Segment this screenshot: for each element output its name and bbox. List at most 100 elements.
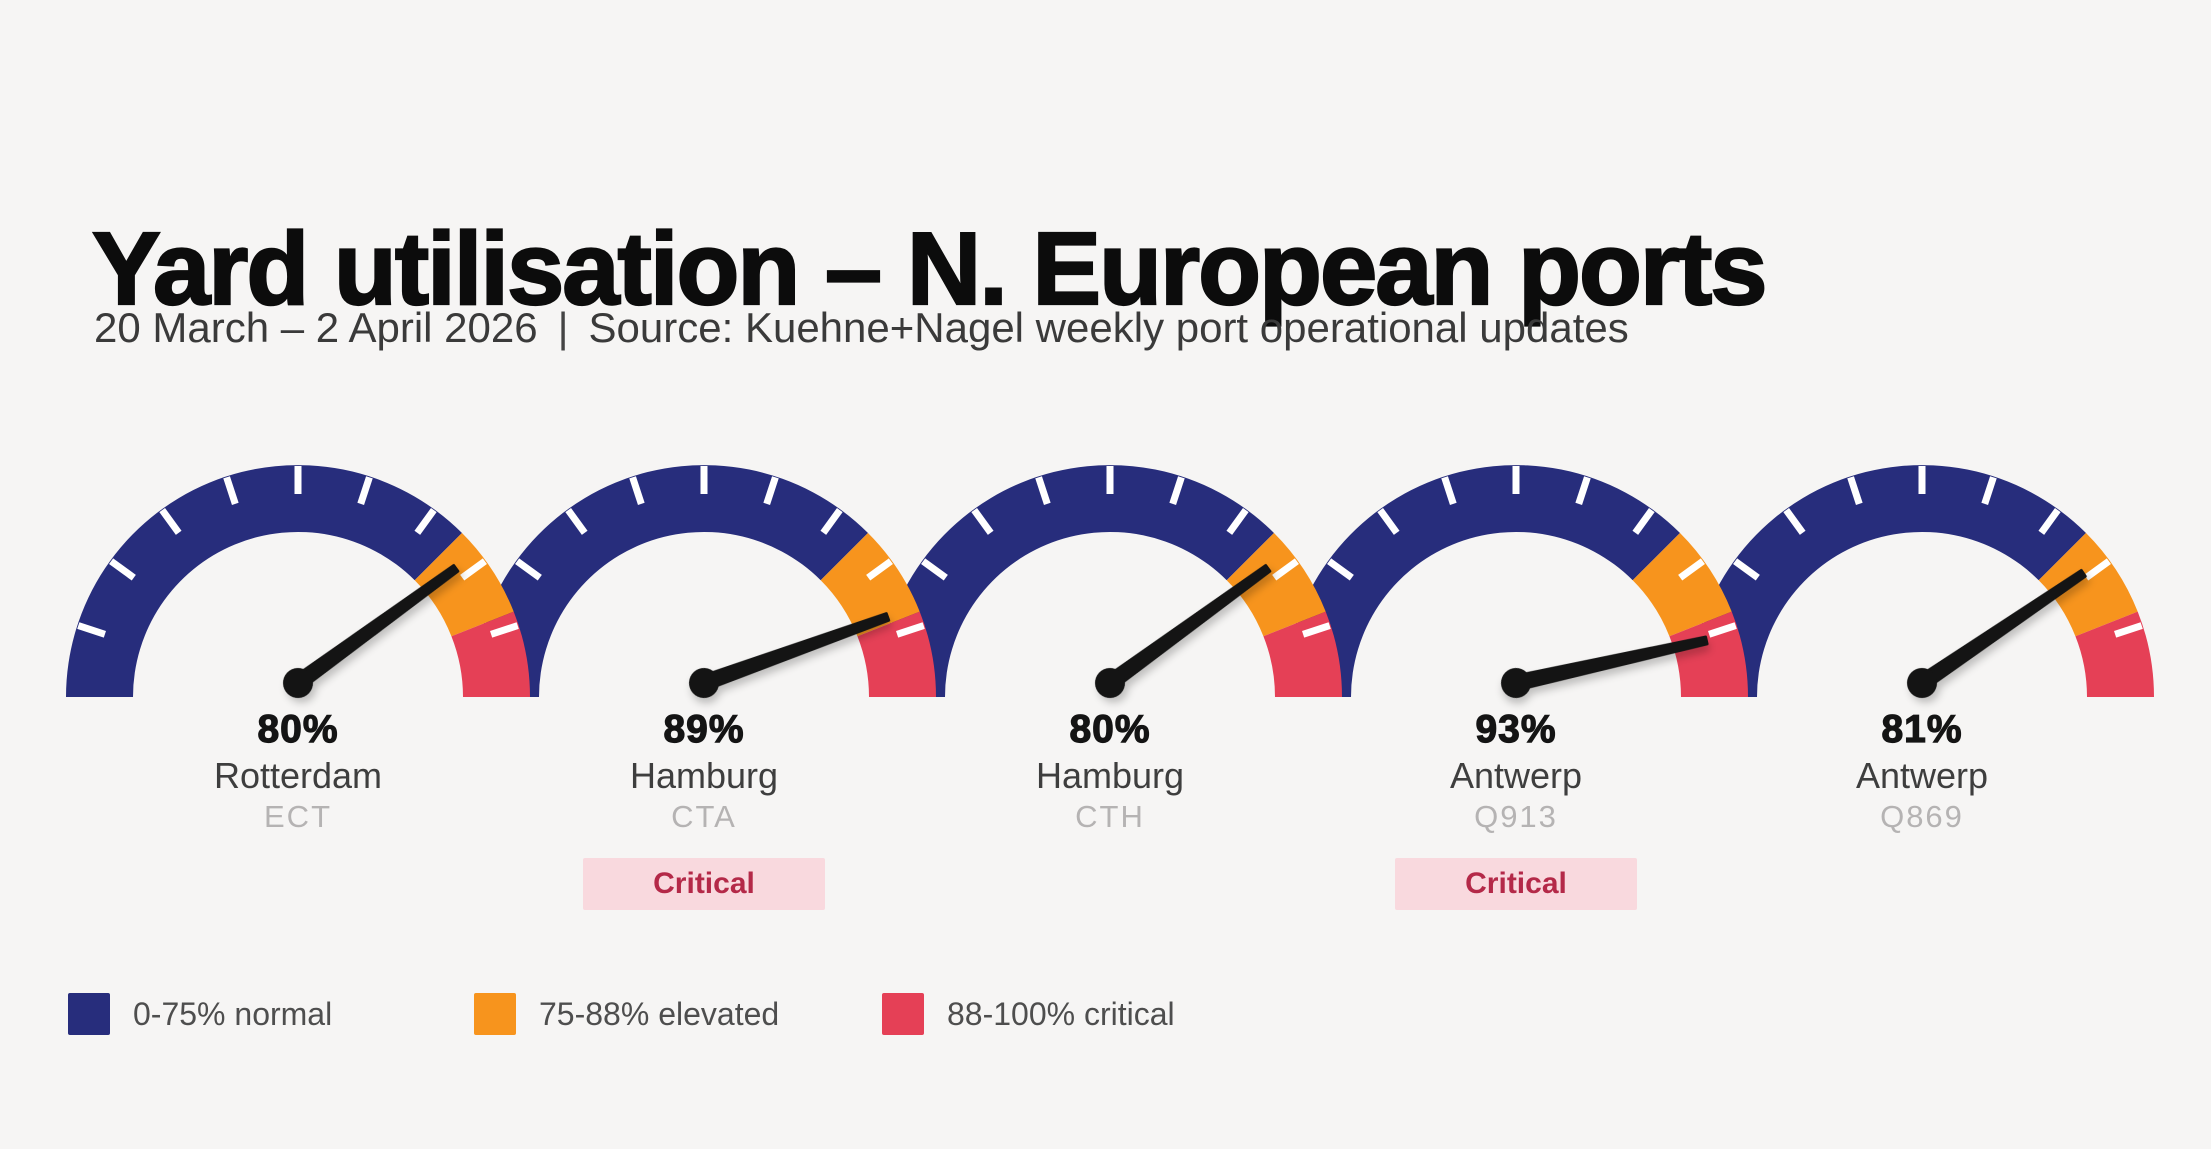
legend-swatch — [68, 993, 110, 1035]
gauge-value-label: 80% — [257, 707, 339, 751]
zone-arc-normal — [878, 465, 1274, 697]
legend-item: 75-88% elevated — [474, 993, 779, 1035]
tick-mark — [159, 508, 182, 535]
tick-mark — [2038, 508, 2061, 535]
zone-arc-critical — [857, 611, 936, 697]
zone-arc-elevated — [1632, 533, 1732, 637]
legend-label: 88-100% critical — [947, 996, 1175, 1032]
tick-mark — [1678, 558, 1705, 581]
tick-mark — [866, 558, 893, 581]
gauge-value-label: 80% — [1069, 707, 1151, 751]
legend-label: 75-88% elevated — [539, 996, 780, 1032]
tick-mark — [223, 476, 239, 505]
gauge-terminal-label: CTA — [671, 799, 737, 834]
zone-arc-critical — [1669, 611, 1748, 697]
zone-arc-normal — [1284, 465, 1680, 697]
gauge-dial — [1284, 465, 1748, 698]
tick-mark — [763, 476, 779, 505]
gauge-value-label: 89% — [663, 707, 745, 751]
gauge: 89% Hamburg CTA Critical — [472, 465, 936, 935]
zone-arc-elevated — [1226, 533, 1326, 637]
gauge: 81% Antwerp Q869 — [1690, 465, 2154, 935]
tick-mark — [1733, 558, 1760, 581]
tick-mark — [1632, 508, 1655, 535]
gauge: 80% Hamburg CTH — [878, 465, 1342, 935]
needle-pivot — [1095, 668, 1125, 698]
zone-arc-critical — [2075, 611, 2154, 697]
gauge-value-label: 81% — [1881, 707, 1963, 751]
tick-mark — [820, 508, 843, 535]
tick-mark — [490, 622, 519, 638]
gauge: 93% Antwerp Q913 Critical — [1284, 465, 1748, 935]
needle-pivot — [1501, 668, 1531, 698]
tick-mark — [1272, 558, 1299, 581]
tick-mark — [896, 622, 925, 638]
gauge-dial — [878, 465, 1342, 698]
gauge-dial — [1690, 465, 2154, 698]
zone-arc-normal — [1690, 465, 2086, 697]
gauge: 80% Rotterdam ECT — [66, 465, 530, 935]
gauge-dial — [66, 465, 530, 698]
legend-item: 0-75% normal — [68, 993, 332, 1035]
tick-mark — [629, 476, 645, 505]
tick-mark — [565, 508, 588, 535]
needle — [1916, 568, 2087, 691]
page-title: Yard utilisation – N. European ports — [91, 211, 1769, 326]
tick-mark — [2114, 622, 2143, 638]
tick-mark — [1783, 508, 1806, 535]
needle-group — [1907, 568, 2087, 698]
tick-mark — [515, 558, 542, 581]
tick-mark — [460, 558, 487, 581]
zone-arc-elevated — [414, 533, 514, 637]
legend-item: 88-100% critical — [882, 993, 1175, 1035]
subtitle-separator: | — [557, 304, 569, 351]
gauge-city-label: Hamburg — [1035, 755, 1185, 796]
tick-mark — [2084, 558, 2111, 581]
tick-mark — [109, 558, 136, 581]
needle-pivot — [689, 668, 719, 698]
legend-swatch — [882, 993, 924, 1035]
needle-group — [689, 612, 891, 698]
tick-mark — [921, 558, 948, 581]
tick-mark — [1981, 476, 1997, 505]
tick-mark — [1441, 476, 1457, 505]
tick-mark — [1302, 622, 1331, 638]
tick-mark — [1377, 508, 1400, 535]
needle-group — [1501, 635, 1709, 698]
legend-label: 0-75% normal — [133, 996, 333, 1032]
tick-mark — [357, 476, 373, 505]
tick-mark — [1847, 476, 1863, 505]
gauge-terminal-label: Q869 — [1880, 799, 1964, 834]
critical-badge: Critical — [583, 858, 825, 910]
zone-arc-elevated — [2038, 533, 2138, 637]
gauge-value-label: 93% — [1475, 707, 1557, 751]
gauge-terminal-label: CTH — [1075, 799, 1145, 834]
needle-group — [1095, 564, 1272, 698]
tick-mark — [1169, 476, 1185, 505]
gauge-city-label: Antwerp — [1855, 755, 1989, 796]
gauge-city-label: Rotterdam — [213, 755, 383, 796]
critical-badge: Critical — [1395, 858, 1637, 910]
legend-swatch — [474, 993, 516, 1035]
tick-mark — [971, 508, 994, 535]
tick-mark — [414, 508, 437, 535]
gauge-city-label: Antwerp — [1449, 755, 1583, 796]
needle — [700, 612, 891, 692]
zone-arc-normal — [472, 465, 868, 697]
tick-mark — [77, 622, 106, 638]
needle — [1104, 564, 1272, 691]
subtitle-source: Source: Kuehne+Nagel weekly port operati… — [588, 304, 1629, 351]
gauge-dial — [472, 465, 936, 698]
tick-mark — [1226, 508, 1249, 535]
needle — [292, 564, 460, 691]
tick-mark — [1327, 558, 1354, 581]
needle-pivot — [1907, 668, 1937, 698]
gauge-terminal-label: ECT — [264, 799, 332, 834]
zone-arc-normal — [66, 465, 462, 697]
page-subtitle: 20 March – 2 April 2026 | Source: Kuehne+N… — [94, 304, 1629, 352]
zone-arc-critical — [451, 611, 530, 697]
gauge-terminal-label: Q913 — [1474, 799, 1558, 834]
